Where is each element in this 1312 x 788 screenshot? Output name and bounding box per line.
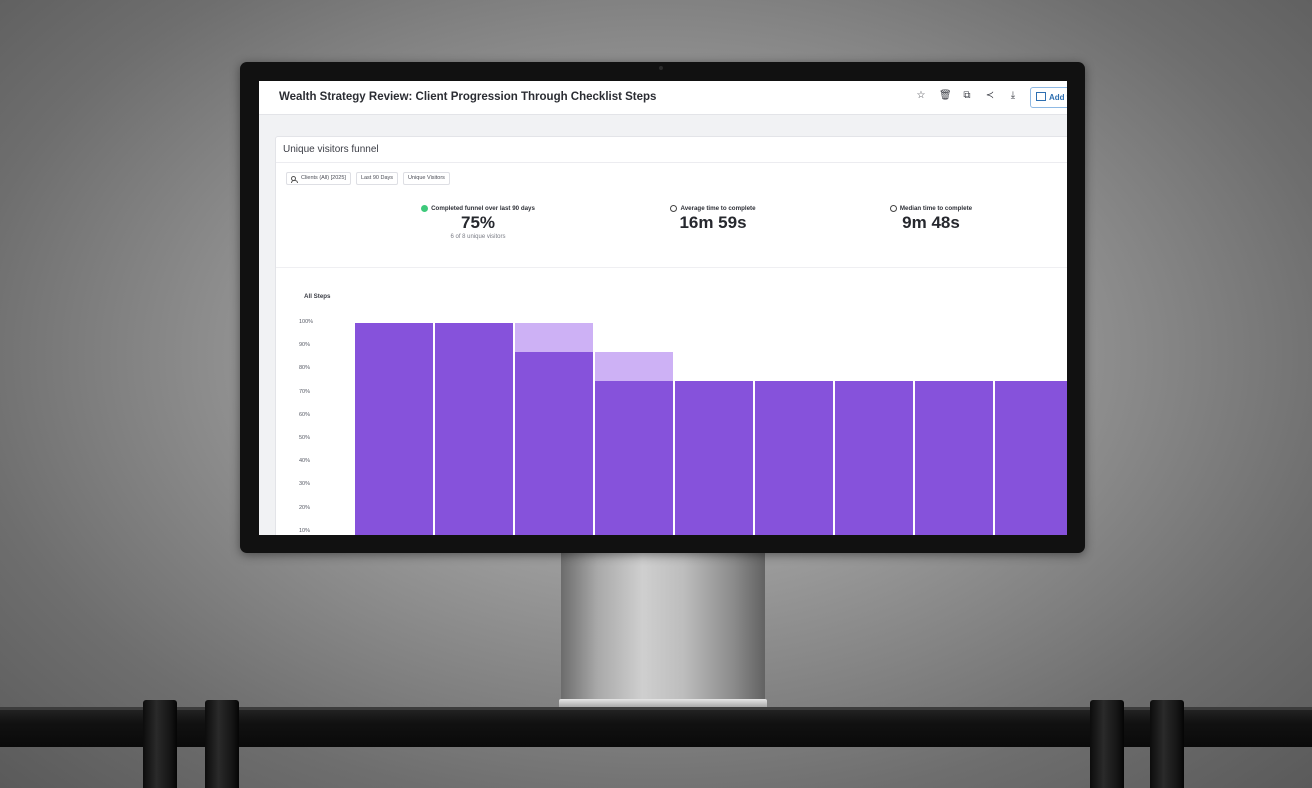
trash-icon[interactable]: 🗑 <box>939 90 952 101</box>
clock-icon <box>889 205 897 212</box>
funnel-chart <box>355 323 1067 535</box>
desk-leg <box>1090 700 1124 788</box>
stat-average-time: Average time to complete 16m 59s <box>646 205 780 233</box>
y-tick-label: 100% <box>299 319 314 325</box>
desk-leg <box>1150 700 1184 788</box>
desk-leg <box>143 700 177 788</box>
download-icon[interactable]: ⤓ <box>1010 90 1016 101</box>
stat-label: Median time to complete <box>899 205 973 212</box>
page-title: Wealth Strategy Review: Client Progressi… <box>279 91 657 103</box>
stat-subtext: 6 of 8 unique visitors <box>450 234 506 240</box>
funnel-bar-completed[interactable] <box>675 381 753 535</box>
funnel-bar-completed[interactable] <box>995 381 1067 535</box>
funnel-bar-dropoff[interactable] <box>595 352 673 381</box>
card-title: Unique visitors funnel <box>283 144 379 155</box>
monitor-stand <box>561 548 765 706</box>
stat-median-time: Median time to complete 9m 48s <box>864 205 998 233</box>
y-tick-label: 10% <box>299 527 311 534</box>
y-tick-label: 40% <box>299 458 311 465</box>
filter-chip-label: Unique Visitors <box>408 175 445 181</box>
funnel-bar-completed[interactable] <box>515 352 593 535</box>
stat-value: 9m 48s <box>902 213 960 232</box>
funnel-card: Unique visitors funnel Clients (All) [20… <box>275 136 1067 535</box>
desk-leg <box>205 700 239 788</box>
funnel-bar-completed[interactable] <box>755 381 833 535</box>
camera-icon <box>659 66 663 70</box>
funnel-bar-completed[interactable] <box>835 381 913 535</box>
y-tick-label: 50% <box>299 435 311 441</box>
funnel-bar-dropoff[interactable] <box>515 323 593 352</box>
clock-icon <box>670 205 678 212</box>
filter-chip-label: Last 90 Days <box>360 175 394 181</box>
stat-value: 75% <box>460 213 496 232</box>
screen: Wealth Strategy Review: Client Progressi… <box>259 81 1067 535</box>
stat-completed: Completed funnel over last 90 days 75% 6… <box>406 205 550 240</box>
monitor: Wealth Strategy Review: Client Progressi… <box>240 62 1085 553</box>
add-to-label: Add to <box>1049 93 1067 102</box>
users-icon <box>291 175 298 183</box>
y-tick-label: 30% <box>299 481 311 488</box>
app-header: Wealth Strategy Review: Client Progressi… <box>259 81 1067 115</box>
filter-chips: Clients (All) [2025] Last 90 Days Unique… <box>286 172 450 185</box>
monitor-stand-foot <box>559 699 767 709</box>
check-circle-icon <box>421 205 429 212</box>
filter-chip-label: Clients (All) [2025] <box>301 175 346 181</box>
filter-chip-date-range[interactable]: Last 90 Days <box>355 172 399 185</box>
y-tick-label: 20% <box>299 504 311 511</box>
section-divider <box>276 267 1067 268</box>
y-tick-label: 80% <box>299 365 311 372</box>
add-to-button[interactable]: Add to <box>1030 87 1067 108</box>
funnel-bar-completed[interactable] <box>435 323 513 535</box>
y-tick-label: 70% <box>299 388 311 395</box>
funnel-bar-completed[interactable] <box>595 381 673 535</box>
header-actions: ☆ 🗑 ⧉ ≺ ⤓ <box>916 90 1018 102</box>
y-tick-label: 60% <box>299 411 311 418</box>
chart-title: All Steps <box>304 293 331 300</box>
filter-chip-metric[interactable]: Unique Visitors <box>403 172 450 185</box>
card-divider <box>276 162 1067 163</box>
stat-value: 16m 59s <box>679 213 747 232</box>
filter-chip-segment[interactable]: Clients (All) [2025] <box>286 172 351 185</box>
stat-label: Completed funnel over last 90 days <box>431 205 535 212</box>
stat-label: Average time to complete <box>680 205 756 212</box>
star-icon[interactable]: ☆ <box>916 90 926 101</box>
funnel-bar-completed[interactable] <box>355 323 433 535</box>
dashboard-icon <box>1036 92 1046 101</box>
share-icon[interactable]: ≺ <box>985 90 995 101</box>
funnel-bar-completed[interactable] <box>915 381 993 535</box>
y-tick-label: 90% <box>299 342 311 349</box>
copy-icon[interactable]: ⧉ <box>963 90 971 101</box>
